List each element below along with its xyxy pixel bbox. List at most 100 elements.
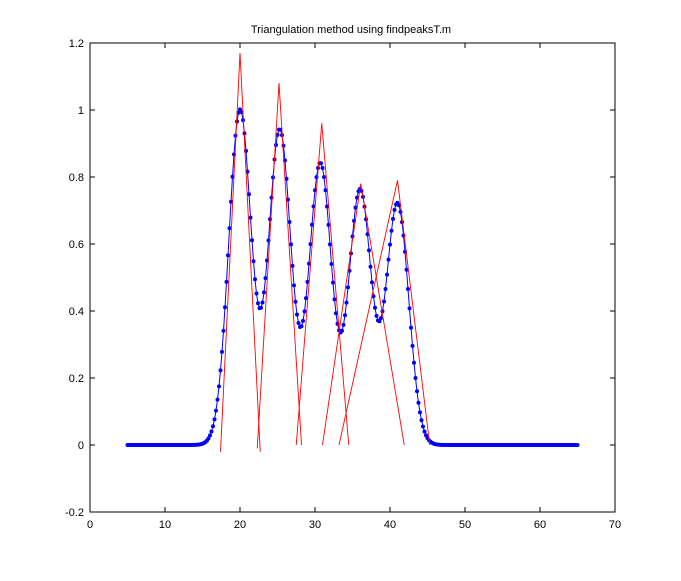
triangle-fit-line bbox=[322, 183, 362, 446]
signal-point bbox=[263, 276, 268, 281]
signal-point bbox=[227, 226, 232, 231]
signal-point bbox=[340, 328, 344, 333]
signal-point bbox=[383, 286, 388, 291]
triangle-fit-series bbox=[220, 53, 431, 452]
signal-point bbox=[320, 165, 325, 170]
signal-point bbox=[223, 305, 227, 310]
signal-point bbox=[385, 272, 389, 277]
signal-point bbox=[274, 142, 278, 147]
signal-point bbox=[286, 197, 290, 202]
signal-point bbox=[302, 309, 307, 314]
signal-point bbox=[353, 205, 358, 210]
signal-point bbox=[388, 242, 392, 247]
plot-frame bbox=[89, 42, 616, 513]
signal-point bbox=[386, 257, 391, 262]
signal-point bbox=[407, 306, 412, 311]
triangle-fit-line bbox=[239, 53, 261, 452]
signal-point bbox=[415, 389, 419, 394]
signal-point bbox=[209, 429, 214, 434]
signal-point bbox=[220, 349, 224, 354]
signal-point bbox=[308, 242, 313, 247]
x-tick-label: 10 bbox=[159, 519, 171, 531]
signal-point bbox=[322, 175, 326, 180]
y-tick-label: 1 bbox=[78, 105, 84, 117]
signal-point bbox=[370, 280, 374, 285]
signal-point bbox=[419, 418, 424, 423]
signal-point bbox=[296, 321, 301, 326]
signal-point bbox=[260, 300, 265, 305]
signal-point bbox=[355, 195, 359, 200]
signal-point bbox=[418, 410, 422, 415]
signal-point bbox=[332, 297, 337, 302]
signal-point bbox=[226, 253, 230, 258]
signal-point bbox=[367, 248, 371, 253]
signal-point bbox=[289, 242, 293, 247]
x-tick-label: 50 bbox=[459, 519, 471, 531]
signal-point bbox=[215, 397, 220, 402]
signal-point bbox=[287, 219, 292, 224]
signal-point bbox=[412, 360, 416, 365]
signal-point bbox=[301, 318, 305, 323]
signal-point bbox=[224, 279, 229, 284]
axis-ticks: 0 10 20 30 40 50 60 70-0.200.20.40.60.811.2 bbox=[65, 38, 621, 531]
y-tick-label: 0.4 bbox=[69, 306, 84, 318]
signal-point bbox=[377, 319, 382, 324]
y-tick-label: 0 bbox=[78, 440, 84, 452]
signal-point bbox=[275, 132, 280, 137]
signal-point bbox=[319, 161, 323, 166]
signal-point bbox=[416, 400, 421, 405]
signal-point bbox=[254, 291, 259, 296]
signal-point bbox=[305, 279, 310, 284]
signal-point bbox=[211, 424, 215, 429]
signal-point bbox=[323, 188, 328, 193]
signal-point bbox=[329, 262, 334, 267]
signal-point bbox=[212, 417, 217, 422]
signal-point bbox=[281, 143, 286, 148]
triangle-fit-line bbox=[338, 180, 398, 446]
signal-point bbox=[365, 232, 370, 237]
signal-point bbox=[214, 408, 218, 413]
signal-point bbox=[325, 204, 329, 209]
signal-point bbox=[262, 290, 266, 295]
signal-point bbox=[295, 312, 299, 317]
y-tick-label: -0.2 bbox=[65, 507, 84, 519]
signal-point bbox=[382, 299, 386, 304]
signal-point bbox=[346, 285, 350, 290]
signal-point bbox=[284, 176, 289, 181]
x-tick-label: 30 bbox=[309, 519, 321, 531]
signal-point bbox=[251, 259, 256, 264]
triangle-fit-line bbox=[321, 123, 350, 446]
signal-point bbox=[331, 280, 335, 285]
signal-point bbox=[304, 296, 308, 301]
signal-point bbox=[413, 375, 418, 380]
x-tick-label: 0 bbox=[87, 519, 93, 531]
signal-point bbox=[344, 300, 349, 305]
signal-point bbox=[218, 368, 223, 373]
signal-point bbox=[259, 305, 263, 310]
signal-point bbox=[410, 343, 415, 348]
triangle-fit-line bbox=[278, 83, 302, 446]
signal-point bbox=[253, 277, 257, 282]
signal-point bbox=[248, 215, 253, 220]
y-tick-label: 0.6 bbox=[69, 239, 84, 251]
signal-point bbox=[374, 313, 379, 318]
signal-point bbox=[421, 424, 425, 429]
y-tick-label: 0.8 bbox=[69, 172, 84, 184]
signal-point bbox=[334, 311, 338, 316]
signal-point bbox=[307, 261, 311, 266]
signal-point bbox=[404, 267, 409, 272]
signal-point bbox=[299, 324, 304, 329]
triangle-fit-line bbox=[360, 183, 405, 446]
signal-point bbox=[290, 263, 295, 268]
signal-point bbox=[221, 328, 226, 333]
signal-point bbox=[256, 301, 260, 306]
signal-point bbox=[233, 133, 238, 138]
triangle-fit-line bbox=[220, 53, 241, 452]
signal-point bbox=[293, 299, 298, 304]
chart-title: Triangulation method using findpeaksT.m bbox=[251, 24, 451, 36]
signal-point bbox=[328, 242, 332, 247]
signal-point bbox=[341, 322, 346, 327]
signal-point bbox=[406, 286, 410, 291]
signal-point bbox=[368, 264, 373, 269]
